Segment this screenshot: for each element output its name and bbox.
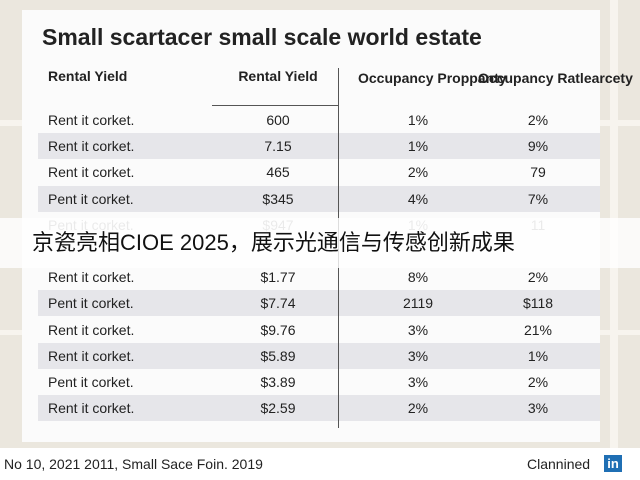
brand: Clannined [527,456,591,472]
table-row: Pent it corket. $345 4% 7% [38,185,600,212]
table-cell: 2119 [402,295,434,312]
column-header: Rental Yield [238,68,318,84]
table-row: Rent it corket. $1.77 8% 2% [38,264,600,290]
table-cell: 79 [530,164,546,181]
column-header: Rental Yield [48,68,128,84]
table-cell: 2% [407,164,429,181]
table-cell: 1% [407,112,429,128]
table-cell: 3% [407,374,429,390]
table-row: Rent it corket. $2.59 2% 3% [38,395,600,422]
table-cell: Rent it corket. [48,138,135,155]
column-header: Occupancy Proppanty [358,70,507,86]
column-header: Occupancy Ratlearcety [478,70,633,86]
table-cell: $1.77 [260,269,296,286]
table-cell: 9% [527,138,549,155]
logo: in [604,455,622,472]
table-cell: 3% [527,400,549,417]
table-cell: 1% [407,138,429,155]
table-cell: 3% [407,347,429,364]
table-cell: $345 [262,190,294,207]
table-cell: Pent it corket. [48,295,134,312]
table-row: Rent it corket. 7.15 1% 9% [38,133,600,160]
table-cell: $7.74 [260,295,296,312]
table-cell: 2% [527,269,549,286]
table-cell: 465 [266,164,290,181]
table-row: Rent it corket. $9.76 3% 21% [38,317,600,343]
table-cell: 7.15 [264,138,292,155]
table-cell: $3.89 [260,374,296,390]
table-cell: Rent it corket. [48,164,135,181]
table-cell: 8% [407,269,429,286]
table-cell: 2% [527,374,549,390]
table-cell: $9.76 [260,321,296,338]
table-row: Pent it corket. $7.74 2119 $118 [38,290,600,317]
source: No 10, 2021 2011, Small Sace Foin. 2019 [4,456,263,472]
table-cell: Pent it corket. [48,190,134,207]
table-cell: 21% [523,321,553,338]
footer: No 10, 2021 2011, Small Sace Foin. 2019 … [0,448,640,480]
table-cell: $5.89 [260,347,296,364]
table-cell: Rent it corket. [48,112,135,128]
table-cell: 1% [527,347,549,364]
divider [212,105,338,106]
table-cell: $118 [522,295,554,312]
table-row: Pent it corket. $3.89 3% 2% [38,369,600,395]
table-cell: 7% [527,190,549,207]
table-row: Rent it corket. 465 2% 79 [38,159,600,185]
table-cell: Rent it corket. [48,321,135,338]
table-row: Rent it corket. 600 1% 2% [38,107,600,133]
title: Small scartacer small scale world estate [42,24,482,50]
table-cell: Rent it corket. [48,347,135,364]
table-cell: 3% [407,321,429,338]
table-cell: 2% [527,112,549,128]
banner: 京瓷亮相CIOE 2025，展示光通信与传感创新成果 [0,218,640,268]
table-card: Small scartacer small scale world estate… [22,10,633,442]
table-cell: 4% [407,190,429,207]
table-cell: 600 [266,112,290,128]
table-row: Rent it corket. $5.89 3% 1% [38,342,600,369]
table-cell: Pent it corket. [48,374,134,390]
table-cell: 2% [407,400,429,417]
table-cell: Rent it corket. [48,269,135,286]
table-cell: Rent it corket. [48,400,135,417]
table-cell: $2.59 [260,400,296,417]
